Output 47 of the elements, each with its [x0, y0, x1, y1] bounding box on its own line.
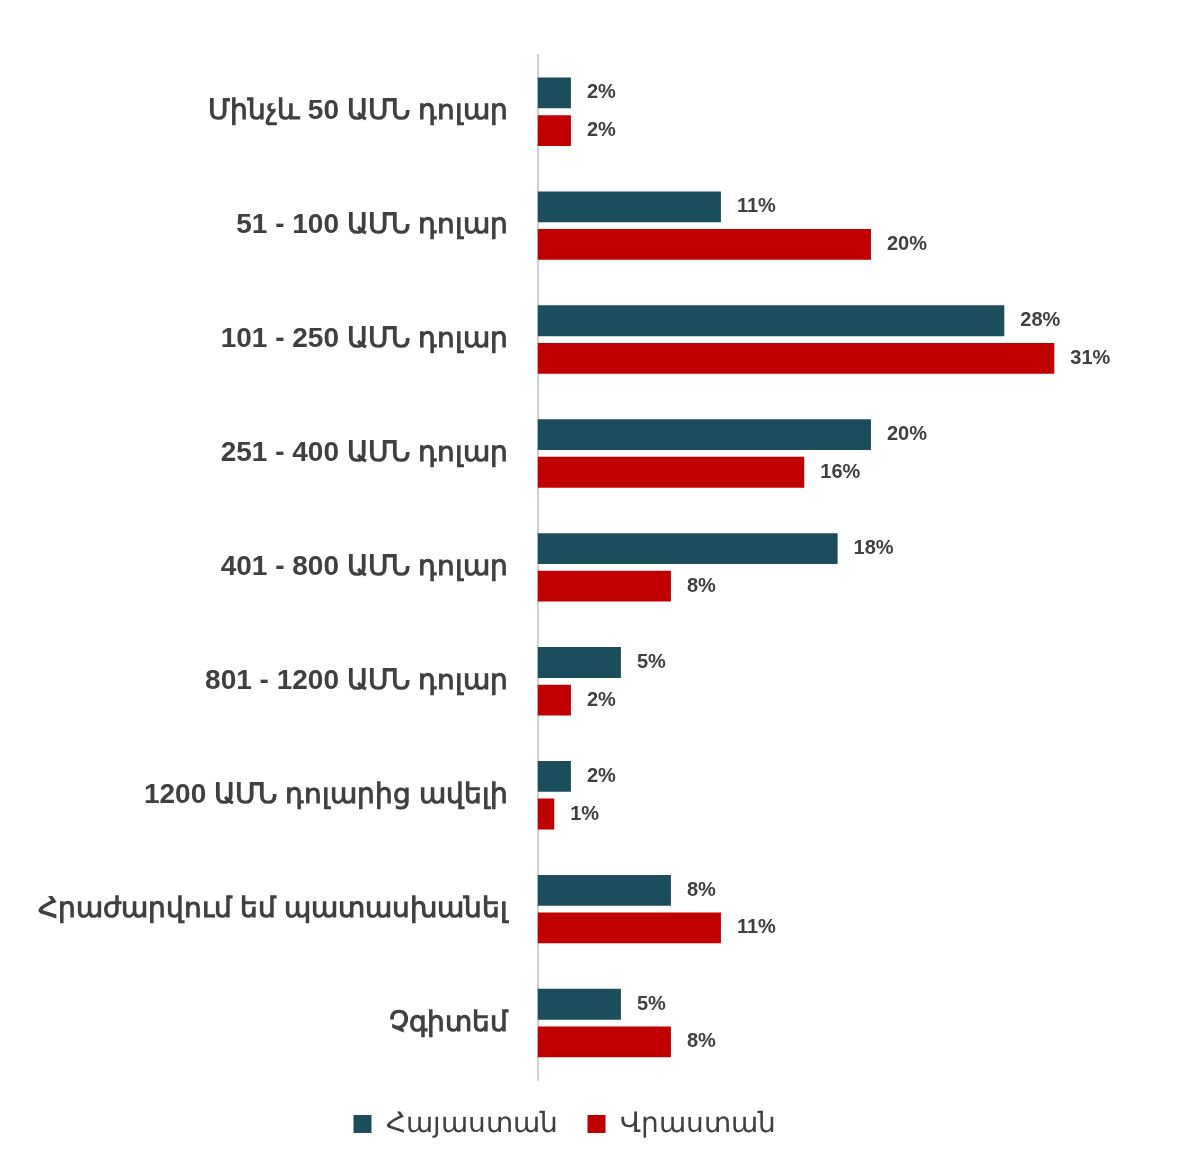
bar — [537, 533, 838, 565]
data-label: 2% — [586, 687, 617, 710]
data-label: 8% — [686, 877, 717, 900]
bar — [537, 419, 871, 451]
data-label: 5% — [636, 650, 667, 673]
y-tick-label: 51 - 100 ԱՄՆ դոլար — [236, 208, 508, 241]
bar — [537, 912, 721, 944]
bar — [537, 305, 1005, 337]
y-tick-label: Մինչև 50 ԱՄՆ դոլար — [208, 94, 508, 127]
bar — [537, 1026, 671, 1058]
bar — [537, 647, 621, 678]
bar — [537, 229, 871, 260]
bar — [537, 798, 555, 830]
data-label: 11% — [736, 915, 777, 938]
data-label: 20% — [886, 231, 928, 254]
bar — [537, 874, 671, 906]
y-tick-label: 101 - 250 ԱՄՆ դոլար — [220, 322, 508, 355]
data-label: 2% — [586, 118, 617, 141]
bar — [537, 570, 671, 602]
legend-label: Վրաստան — [619, 1106, 776, 1138]
bar — [537, 761, 571, 792]
data-label: 1% — [570, 801, 600, 824]
data-label: 16% — [820, 459, 861, 482]
data-label: 11% — [736, 194, 777, 217]
y-tick-label: Հրաժարվում եմ պատասխանել — [38, 891, 509, 924]
data-label: 8% — [686, 1029, 717, 1052]
data-label: 20% — [886, 422, 928, 445]
data-label: 31% — [1070, 345, 1111, 368]
y-tick-label: 801 - 1200 ԱՄՆ դոլար — [205, 664, 508, 697]
y-tick-label: Չգիտեմ — [388, 1005, 509, 1038]
y-tick-label: 401 - 800 ԱՄՆ դոլար — [220, 550, 508, 583]
bar — [537, 456, 805, 488]
data-label: 18% — [853, 536, 894, 559]
data-label: 5% — [636, 991, 667, 1014]
y-tick-label: 251 - 400 ԱՄՆ դոլար — [220, 436, 508, 469]
bar — [537, 191, 721, 223]
bar — [537, 684, 571, 716]
data-label: 8% — [686, 573, 717, 596]
legend-label: Հայաստան — [385, 1106, 558, 1138]
bar — [537, 988, 621, 1020]
y-tick-label: 1200 ԱՄՆ դոլարից ավելի — [143, 777, 508, 810]
data-label: 2% — [586, 763, 617, 786]
bar — [537, 115, 571, 146]
data-label: 2% — [586, 80, 617, 103]
data-label: 28% — [1020, 308, 1061, 331]
bar — [537, 77, 571, 109]
bar — [537, 342, 1055, 374]
